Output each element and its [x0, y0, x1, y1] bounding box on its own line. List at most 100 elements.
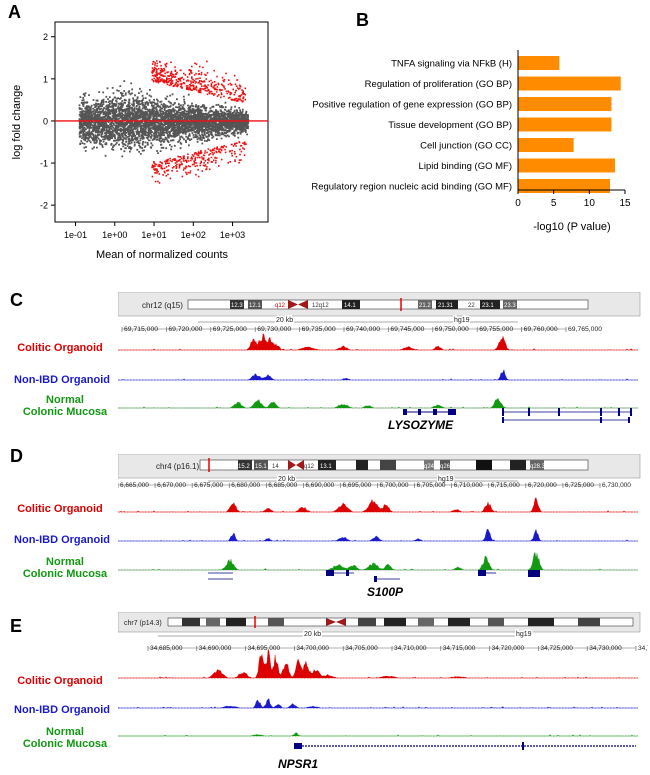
- nonibd-signal-c: [118, 369, 638, 381]
- track-label-normal-c-2: Colonic Mucosa: [22, 406, 108, 418]
- ruler-label: 69,740,000: [346, 326, 380, 333]
- ruler-label: 6,695,000: [342, 482, 371, 489]
- colitic-signal-c: [118, 333, 638, 351]
- ruler-label: 6,675,000: [194, 482, 223, 489]
- ruler-label: 6,680,000: [231, 482, 260, 489]
- genome-label-d: hg19: [438, 476, 454, 483]
- genome-label-e: hg19: [516, 631, 532, 638]
- x-tick-label: 5: [551, 198, 557, 209]
- ruler-label: 6,685,000: [268, 482, 297, 489]
- ideogram-band-e4: [268, 618, 284, 626]
- ruler-label: 6,725,000: [565, 482, 594, 489]
- genome-browser-e: chr7 (p14.3) 20 kb hg19 34,685,000 34,690…: [118, 612, 648, 652]
- colitic-signal-e: [118, 650, 638, 679]
- track-label-nonibd-e: Non-IBD Organoid: [14, 704, 110, 716]
- ideogram-band-c9: [480, 300, 500, 309]
- enrichment-category-labels: TNFA signaling via NFkB (H) Regulation of…: [311, 59, 512, 193]
- signal-tracks-e: [118, 650, 638, 750]
- track-label-colitic-c: Colitic Organoid: [17, 342, 103, 354]
- ideogram-band-e2: [206, 618, 220, 626]
- ideogram-band-label-c2: 12.1: [249, 303, 261, 309]
- ideogram-band-label-c9: 23.1: [482, 303, 494, 309]
- ruler-label: 69,730,000: [257, 326, 291, 333]
- x-tick-label: 1e+01: [141, 230, 166, 240]
- x-tick-label: 1e+00: [102, 230, 127, 240]
- normal-signal-e: [118, 732, 638, 737]
- ma-plot-y-axis-label: log fold change: [11, 85, 23, 160]
- ideogram-band-label-d2: 15.1: [255, 464, 267, 470]
- ma-plot: -2 -1 0 1 2 1e-01 1e+00 1e+01 1e+02 1e+03 log fo…: [11, 21, 269, 261]
- chromosome-label-d: chr4 (p16.1): [156, 462, 199, 471]
- ruler-label: 69,760,000: [524, 326, 558, 333]
- ideogram-band-label-d1: 15.2: [238, 464, 250, 470]
- gene-model-s100p: [208, 570, 540, 582]
- panel-letter-d: D: [10, 446, 23, 466]
- ruler-label: 34,705,000: [345, 645, 378, 652]
- ruler-label: 6,710,000: [454, 482, 483, 489]
- enrichment-category-label: Positive regulation of gene expression (…: [312, 100, 512, 111]
- coordinate-ruler-d: 6,665,000 6,670,000 6,675,000 6,680,000 6,68…: [118, 482, 631, 489]
- enrichment-category-label: Regulatory region nucleic acid binding (…: [311, 182, 512, 193]
- x-tick-label: 0: [515, 198, 521, 209]
- ideogram-band-e9: [488, 618, 504, 626]
- ruler-label: 6,730,000: [602, 482, 631, 489]
- ideogram-band-label-d7: q26: [440, 464, 451, 470]
- ruler-label: 69,755,000: [479, 326, 513, 333]
- enrichment-bar: [518, 158, 616, 173]
- enrichment-category-label: Cell junction (GO CC): [420, 141, 512, 152]
- ideogram-band-d5: [318, 460, 336, 470]
- x-tick-label: 1e+03: [220, 230, 245, 240]
- enrichment-bars: [518, 56, 621, 193]
- enrichment-x-axis: 0 5 10 15: [515, 190, 631, 209]
- ideogram-band-c6: [418, 300, 432, 309]
- ideogram-band-e10: [528, 618, 554, 626]
- track-label-normal-e-2: Colonic Mucosa: [22, 738, 108, 750]
- ma-plot-x-axis: 1e-01 1e+00 1e+01 1e+02 1e+03: [64, 222, 245, 240]
- ideogram-band-d2: [254, 460, 268, 470]
- gene-label-lysozyme: LYSOZYME: [388, 418, 454, 432]
- ruler-label: 6,720,000: [528, 482, 557, 489]
- enrichment-x-axis-label: -log10 (P value): [533, 221, 610, 233]
- ruler-label: 34,720,000: [492, 645, 525, 652]
- scale-label-d: 20 kb: [278, 476, 295, 483]
- enrichment-category-label: Regulation of proliferation (GO BP): [365, 79, 512, 90]
- ideogram-band-label-d3: 14: [272, 464, 279, 470]
- track-label-colitic-e: Colitic Organoid: [17, 675, 103, 687]
- ideogram-band-c7: [436, 300, 458, 309]
- signal-tracks-c: [118, 333, 638, 423]
- ideogram-band-label-d5: 13.1: [320, 464, 332, 470]
- ruler-label: 34,735,000: [638, 645, 648, 652]
- ideogram-band-c10: [503, 300, 517, 309]
- ruler-label: 69,725,000: [213, 326, 247, 333]
- ruler-label: 34,730,000: [589, 645, 622, 652]
- gene-model-lysozyme: [403, 408, 632, 423]
- enrichment-bar: [518, 138, 574, 152]
- track-label-nonibd-d: Non-IBD Organoid: [14, 534, 110, 546]
- ma-plot-y-axis: -2 -1 0 1 2: [40, 32, 55, 211]
- signal-tracks-d: [118, 497, 638, 582]
- ruler-label: 6,705,000: [417, 482, 446, 489]
- ideogram-band-label-c4: 12q12: [312, 303, 329, 309]
- ideogram-band-label-c5: 14.1: [344, 303, 356, 309]
- y-tick-label: 2: [43, 32, 48, 42]
- gene-label-npsr1: NPSR1: [278, 757, 319, 771]
- ideogram-band-e1: [182, 618, 200, 626]
- enrichment-bar: [518, 97, 612, 111]
- ruler-label: 34,715,000: [443, 645, 476, 652]
- ruler-label: 34,700,000: [296, 645, 329, 652]
- ideogram-band-d10: [476, 460, 492, 470]
- ideogram-band-e3: [226, 618, 246, 626]
- ideogram-band-c5: [342, 300, 360, 309]
- gene-label-s100p: S100P: [367, 585, 404, 599]
- enrichment-bar: [518, 76, 621, 91]
- enrichment-category-label: Lipid binding (GO MF): [419, 161, 512, 172]
- ideogram-band-e5: [358, 618, 376, 626]
- ideogram-band-c2: [248, 300, 262, 309]
- ma-points-non-significant: [78, 80, 250, 158]
- track-label-nonibd-c: Non-IBD Organoid: [14, 374, 110, 386]
- enrichment-bar: [518, 117, 612, 132]
- enrichment-category-label: Tissue development (GO BP): [388, 120, 512, 131]
- coordinate-ruler-c: 69,715,000 69,720,000 69,725,000 69,730,000…: [121, 326, 602, 333]
- nonibd-signal-d: [118, 528, 638, 542]
- ideogram-band-label-c1: 12.3: [231, 303, 243, 309]
